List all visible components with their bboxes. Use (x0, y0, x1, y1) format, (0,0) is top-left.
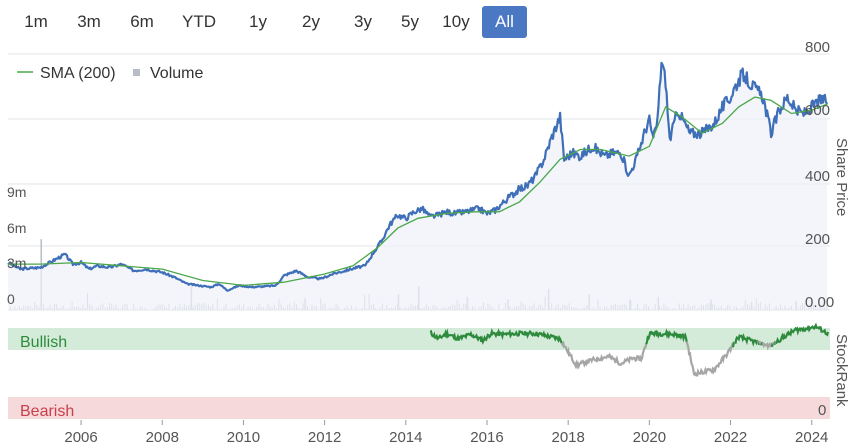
price-tick-label: 600 (805, 102, 830, 119)
stockrank-line (685, 341, 735, 377)
range-button-10y[interactable]: 10y (442, 12, 470, 31)
stockrank-line (429, 327, 563, 345)
stockrank-panel: Bullish Bearish 0 StockRank (8, 322, 850, 420)
legend: SMA (200) Volume (17, 65, 203, 82)
x-tick-label: 2010 (227, 429, 260, 446)
range-button-all[interactable]: All (482, 6, 527, 38)
legend-sma-label[interactable]: SMA (200) (40, 65, 116, 82)
legend-volume-label[interactable]: Volume (150, 65, 203, 82)
stockrank-axis-title: StockRank (833, 334, 850, 407)
stockrank-line (645, 328, 688, 345)
range-button-ytd[interactable]: YTD (182, 12, 216, 31)
stockrank-line (775, 322, 830, 345)
volume-tick-label: 9m (7, 184, 26, 200)
volume-tick-label: 3m (7, 255, 26, 271)
range-button-5y[interactable]: 5y (401, 12, 419, 31)
price-tick-label: 800 (805, 39, 830, 56)
stockrank-line (560, 340, 648, 371)
stockrank-line (734, 332, 759, 347)
price-axis-title: Share Price (833, 138, 850, 216)
price-area (7, 61, 828, 310)
price-tick-label: 0.00 (805, 294, 834, 311)
price-line (7, 61, 828, 292)
price-tick-label: 200 (805, 231, 830, 248)
bearish-label: Bearish (20, 403, 74, 420)
bullish-label: Bullish (20, 334, 67, 351)
x-tick-label: 2016 (470, 429, 503, 446)
range-button-3m[interactable]: 3m (77, 12, 101, 31)
sma-line-group (8, 96, 829, 287)
legend-volume-symbol (133, 69, 140, 76)
volume-tick-label: 0 (7, 291, 15, 307)
x-tick-label: 2012 (308, 429, 341, 446)
range-button-3y[interactable]: 3y (354, 12, 372, 31)
x-tick-label: 2024 (795, 429, 828, 446)
bearish-band (8, 397, 830, 419)
range-button-1m[interactable]: 1m (24, 12, 48, 31)
stockrank-tick-label: 0 (818, 402, 826, 419)
volume-tick-label: 6m (7, 220, 26, 236)
x-axis: 2006 2008 2010 2012 2014 2016 2018 2020 2022 2024 (64, 420, 828, 446)
x-tick-label: 2020 (633, 429, 666, 446)
x-tick-label: 2008 (146, 429, 179, 446)
bullish-band (8, 328, 830, 350)
x-tick-label: 2022 (714, 429, 747, 446)
x-tick-label: 2006 (64, 429, 97, 446)
price-tick-label: 400 (805, 168, 830, 185)
range-button-1y[interactable]: 1y (249, 12, 267, 31)
range-button-6m[interactable]: 6m (130, 12, 154, 31)
range-button-2y[interactable]: 2y (302, 12, 320, 31)
x-tick-label: 2018 (551, 429, 584, 446)
x-tick-label: 2014 (389, 429, 422, 446)
price-area-fill (8, 62, 827, 310)
sma-line (8, 96, 829, 287)
stockrank-line (761, 342, 774, 351)
axis-labels: 800 600 400 200 0.00 Share Price 9m 6m 3m 0 (7, 39, 850, 311)
